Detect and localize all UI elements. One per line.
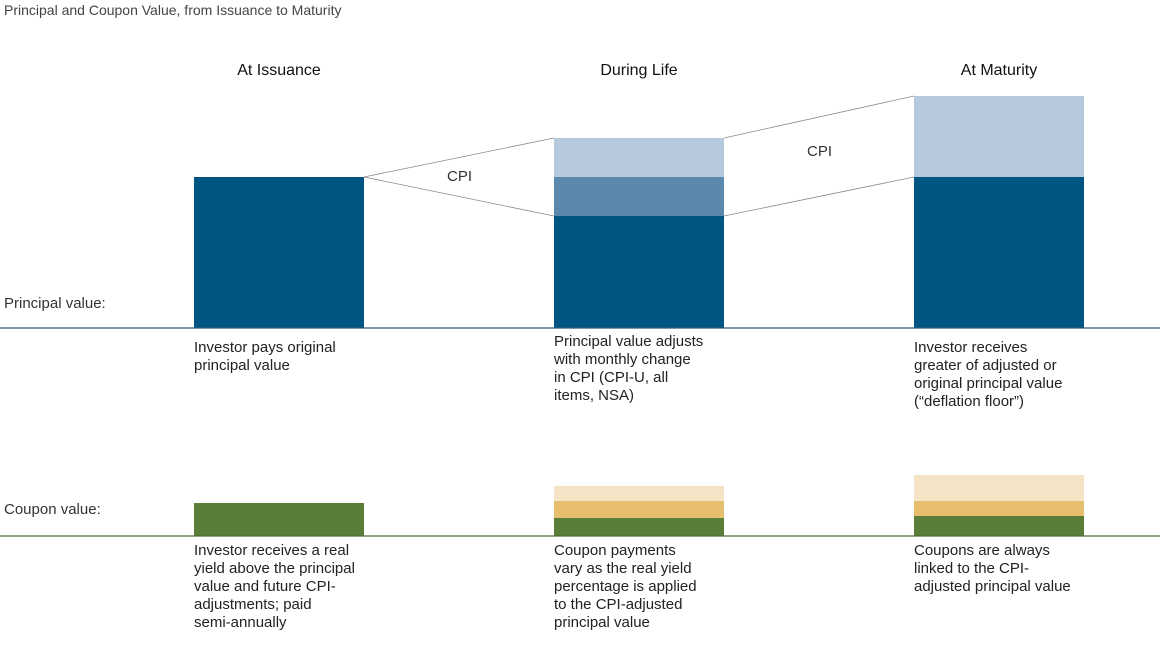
coupon-bar-maturity-gold [914,501,1084,516]
coupon-desc-life: Coupon payments vary as the real yield p… [554,542,697,631]
principal-desc-issuance: Investor pays original principal value [194,339,336,374]
principal-desc-life: Principal value adjusts with monthly cha… [554,333,704,404]
cpi-connector-line [363,176,555,217]
coupon-bar-life-cream [554,486,724,501]
principal-bar-life-cpi-adjustment [554,138,724,177]
principal-row-label: Principal value: [4,295,106,312]
coupon-bar-issuance [194,503,364,536]
coupon-desc-maturity: Coupons are always linked to the CPI- ad… [914,542,1071,595]
principal-bar-life-base [554,216,724,328]
coupon-bar-maturity-cream [914,475,1084,501]
principal-bar-life-original-overlap [554,177,724,216]
heading-at-maturity: At Maturity [960,62,1038,79]
coupon-bar-maturity-green [914,516,1084,536]
diagram-title: Principal and Coupon Value, from Issuanc… [4,2,342,18]
cpi-label-life-to-maturity: CPI [807,143,833,160]
coupon-row-label: Coupon value: [4,501,101,518]
coupon-desc-issuance: Investor receives a real yield above the… [194,542,355,631]
principal-desc-maturity: Investor receives greater of adjusted or… [914,339,1063,410]
cpi-connector-line [723,176,915,217]
heading-at-issuance: At Issuance [237,62,321,79]
coupon-bar-life-green [554,518,724,536]
cpi-connector-line [363,137,555,178]
heading-during-life: During Life [600,62,678,79]
principal-bar-issuance [194,177,364,328]
principal-bar-maturity-cpi-adjustment [914,96,1084,177]
cpi-label-issuance-to-life: CPI [447,168,473,185]
principal-bar-maturity-base [914,177,1084,328]
cpi-connector-line [723,95,915,139]
coupon-bar-life-gold [554,501,724,518]
